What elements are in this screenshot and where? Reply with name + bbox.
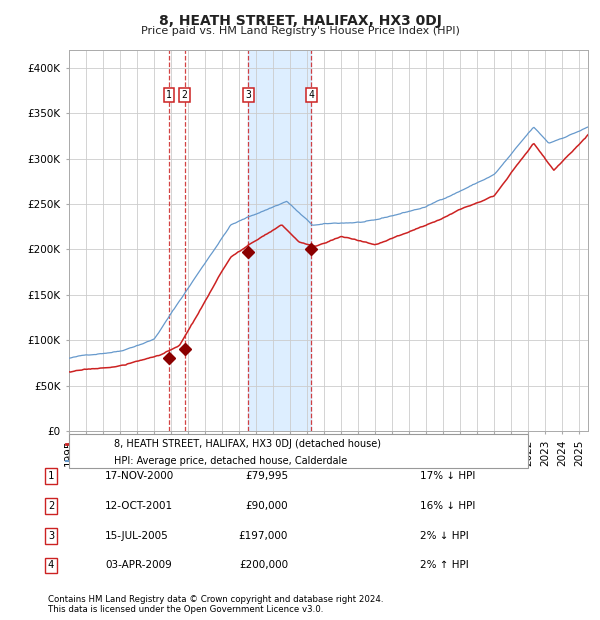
Text: £90,000: £90,000 — [245, 501, 288, 511]
Text: 4: 4 — [48, 560, 54, 570]
Text: 2% ↑ HPI: 2% ↑ HPI — [420, 560, 469, 570]
Text: 15-JUL-2005: 15-JUL-2005 — [105, 531, 169, 541]
Text: 2: 2 — [182, 90, 187, 100]
Text: 2: 2 — [48, 501, 54, 511]
Text: 8, HEATH STREET, HALIFAX, HX3 0DJ: 8, HEATH STREET, HALIFAX, HX3 0DJ — [158, 14, 442, 28]
Text: 3: 3 — [245, 90, 251, 100]
Text: This data is licensed under the Open Government Licence v3.0.: This data is licensed under the Open Gov… — [48, 604, 323, 614]
Text: Contains HM Land Registry data © Crown copyright and database right 2024.: Contains HM Land Registry data © Crown c… — [48, 595, 383, 604]
Text: 17% ↓ HPI: 17% ↓ HPI — [420, 471, 475, 481]
Text: 8, HEATH STREET, HALIFAX, HX3 0DJ (detached house): 8, HEATH STREET, HALIFAX, HX3 0DJ (detac… — [114, 438, 381, 448]
Text: Price paid vs. HM Land Registry's House Price Index (HPI): Price paid vs. HM Land Registry's House … — [140, 26, 460, 36]
Text: £200,000: £200,000 — [239, 560, 288, 570]
Text: 1: 1 — [48, 471, 54, 481]
Text: 12-OCT-2001: 12-OCT-2001 — [105, 501, 173, 511]
Bar — [248, 50, 311, 431]
Text: 03-APR-2009: 03-APR-2009 — [105, 560, 172, 570]
Text: £197,000: £197,000 — [239, 531, 288, 541]
Text: 3: 3 — [48, 531, 54, 541]
Text: 4: 4 — [308, 90, 314, 100]
Text: 2% ↓ HPI: 2% ↓ HPI — [420, 531, 469, 541]
Text: HPI: Average price, detached house, Calderdale: HPI: Average price, detached house, Cald… — [114, 456, 347, 466]
Text: 16% ↓ HPI: 16% ↓ HPI — [420, 501, 475, 511]
Text: 17-NOV-2000: 17-NOV-2000 — [105, 471, 174, 481]
Text: £79,995: £79,995 — [245, 471, 288, 481]
Text: 1: 1 — [166, 90, 172, 100]
